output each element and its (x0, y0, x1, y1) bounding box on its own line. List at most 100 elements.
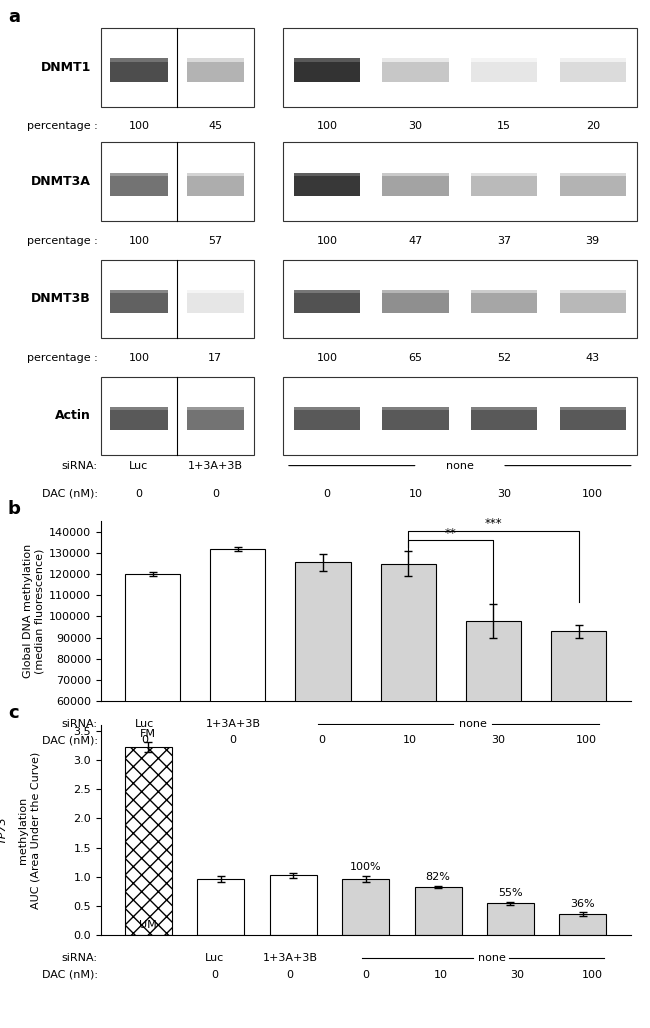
Text: 100: 100 (582, 969, 603, 980)
Text: 100: 100 (129, 121, 150, 132)
Text: 30: 30 (510, 969, 524, 980)
Bar (111, 407, 168, 431)
Bar (187, 59, 244, 62)
Bar (294, 173, 360, 196)
Text: 100: 100 (317, 235, 337, 246)
Bar (551, 631, 606, 829)
Text: 10: 10 (434, 969, 448, 980)
Text: 0: 0 (142, 735, 148, 745)
Text: Luc: Luc (205, 953, 224, 963)
Y-axis label: Global DNA methylation
(median fluorescence): Global DNA methylation (median fluoresce… (23, 544, 45, 678)
Bar (111, 173, 168, 196)
Text: 0: 0 (135, 488, 142, 499)
Bar (342, 879, 389, 935)
Bar (382, 173, 448, 176)
Text: 1+3A+3B: 1+3A+3B (188, 461, 243, 471)
Text: 17: 17 (208, 353, 222, 363)
Text: 1+3A+3B: 1+3A+3B (205, 719, 261, 729)
Bar (471, 407, 538, 410)
Text: DAC (nM):: DAC (nM): (42, 969, 98, 980)
Bar (101, 259, 254, 338)
Bar (294, 290, 360, 314)
Bar (210, 549, 265, 829)
Bar (111, 59, 168, 82)
Text: Luc: Luc (129, 461, 149, 471)
Bar (111, 173, 168, 176)
Bar (187, 59, 244, 82)
Bar (283, 376, 637, 455)
Bar (471, 59, 538, 82)
Text: DAC (nM):: DAC (nM): (42, 488, 98, 499)
Text: TP73: TP73 (0, 816, 8, 844)
Text: none: none (446, 461, 474, 471)
Bar (471, 290, 538, 314)
Bar (471, 59, 538, 62)
Bar (270, 875, 317, 935)
Bar (283, 143, 637, 221)
Text: Actin: Actin (55, 409, 91, 423)
Text: 30: 30 (497, 488, 511, 499)
Text: 82%: 82% (426, 872, 450, 882)
Text: c: c (8, 703, 18, 722)
Text: percentage :: percentage : (27, 121, 98, 132)
Text: 100%: 100% (350, 862, 382, 872)
Text: 55%: 55% (498, 888, 523, 898)
Text: DNMT3A: DNMT3A (31, 176, 91, 188)
Bar (560, 59, 626, 82)
Bar (295, 562, 351, 829)
Text: 52: 52 (497, 353, 511, 363)
Bar (471, 173, 538, 176)
Text: 10: 10 (409, 488, 423, 499)
Bar (125, 574, 180, 829)
Text: none: none (478, 953, 506, 963)
Bar (283, 259, 637, 338)
Bar (294, 290, 360, 293)
Bar (560, 173, 626, 196)
Bar (294, 59, 360, 82)
Text: 43: 43 (586, 353, 600, 363)
Bar (382, 290, 448, 293)
Bar (111, 290, 168, 293)
Text: 0: 0 (287, 969, 293, 980)
Bar (283, 28, 637, 107)
Text: UM: UM (140, 920, 157, 929)
Text: 45: 45 (208, 121, 222, 132)
Text: a: a (8, 7, 20, 26)
Text: Luc: Luc (135, 719, 155, 729)
Bar (487, 904, 534, 935)
Text: 37: 37 (497, 235, 511, 246)
Text: none: none (460, 719, 488, 729)
Bar (294, 407, 360, 410)
Bar (101, 28, 254, 107)
Text: DAC (nM):: DAC (nM): (42, 735, 98, 745)
Text: 36%: 36% (571, 898, 595, 909)
Bar (294, 59, 360, 62)
Text: 100: 100 (129, 235, 150, 246)
Text: 0: 0 (211, 969, 218, 980)
Text: siRNA:: siRNA: (62, 461, 98, 471)
Bar (380, 563, 436, 829)
Text: percentage :: percentage : (27, 353, 98, 363)
Text: DNMT1: DNMT1 (40, 61, 91, 74)
Bar (187, 290, 244, 293)
Bar (294, 173, 360, 176)
Text: DNMT3B: DNMT3B (31, 292, 91, 305)
Text: 10: 10 (403, 735, 417, 745)
Bar (560, 407, 626, 410)
Bar (382, 173, 448, 196)
Text: 1+3A+3B: 1+3A+3B (263, 953, 317, 963)
Bar (197, 879, 244, 935)
Text: 0: 0 (318, 735, 325, 745)
Bar (187, 290, 244, 314)
Text: **: ** (445, 526, 457, 540)
Text: 30: 30 (409, 121, 423, 132)
Bar (560, 290, 626, 314)
Text: siRNA:: siRNA: (62, 953, 98, 963)
Text: 57: 57 (208, 235, 222, 246)
Bar (125, 747, 172, 935)
Bar (382, 59, 448, 82)
Bar (560, 407, 626, 431)
Bar (382, 59, 448, 62)
Bar (415, 887, 461, 935)
Text: 100: 100 (317, 121, 337, 132)
